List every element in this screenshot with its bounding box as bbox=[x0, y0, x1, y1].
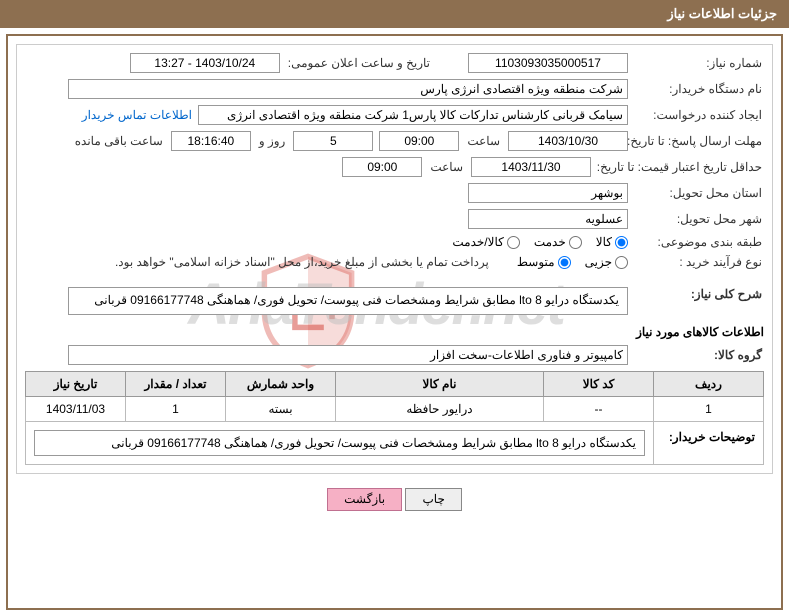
hour-label-1: ساعت bbox=[465, 134, 502, 148]
need-number-value: 1103093035000517 bbox=[468, 53, 628, 73]
radio-both-input[interactable] bbox=[507, 236, 520, 249]
province-label: استان محل تحویل: bbox=[634, 186, 764, 200]
radio-both-label: کالا/خدمت bbox=[452, 235, 503, 249]
contact-buyer-link[interactable]: اطلاعات تماس خریدار bbox=[82, 108, 192, 122]
remaining-label: ساعت باقی مانده bbox=[73, 134, 165, 148]
cell-qty: 1 bbox=[126, 397, 226, 422]
radio-small-label: جزیی bbox=[585, 255, 612, 269]
table-row: 1 -- درایور حافظه بسته 1 1403/11/03 bbox=[26, 397, 764, 422]
min-validity-date: 1403/11/30 bbox=[471, 157, 591, 177]
goods-group-label: گروه کالا: bbox=[634, 348, 764, 362]
city-value: عسلویه bbox=[468, 209, 628, 229]
requester-label: ایجاد کننده درخواست: bbox=[634, 108, 764, 122]
radio-goods[interactable]: کالا bbox=[596, 235, 628, 249]
radio-service-label: خدمت bbox=[534, 235, 566, 249]
buyer-org-label: نام دستگاه خریدار: bbox=[634, 82, 764, 96]
announce-date-value: 1403/10/24 - 13:27 bbox=[130, 53, 280, 73]
purchase-type-group: جزیی متوسط bbox=[517, 255, 628, 269]
page-title: جزئیات اطلاعات نیاز bbox=[667, 6, 777, 21]
radio-medium-label: متوسط bbox=[517, 255, 555, 269]
print-button[interactable]: چاپ bbox=[405, 488, 461, 511]
hour-label-2: ساعت bbox=[428, 160, 465, 174]
form-panel: شماره نیاز: 1103093035000517 تاریخ و ساع… bbox=[16, 44, 773, 474]
goods-group-value: کامپیوتر و فناوری اطلاعات-سخت افزار bbox=[68, 345, 628, 365]
radio-small-input[interactable] bbox=[615, 256, 628, 269]
th-unit: واحد شمارش bbox=[226, 372, 336, 397]
th-date: تاریخ نیاز bbox=[26, 372, 126, 397]
main-panel: AriaTender.net شماره نیاز: 1103093035000… bbox=[6, 34, 783, 610]
buyer-org-value: شرکت منطقه ویژه اقتصادی انرژی پارس bbox=[68, 79, 628, 99]
buyer-note-label: توضیحات خریدار: bbox=[654, 422, 764, 465]
purchase-type-label: نوع فرآیند خرید : bbox=[634, 255, 764, 269]
announce-date-label: تاریخ و ساعت اعلان عمومی: bbox=[286, 56, 432, 70]
radio-service[interactable]: خدمت bbox=[534, 235, 582, 249]
min-validity-hour: 09:00 bbox=[342, 157, 422, 177]
days-remaining: 5 bbox=[293, 131, 373, 151]
cell-name: درایور حافظه bbox=[336, 397, 544, 422]
th-name: نام کالا bbox=[336, 372, 544, 397]
city-label: شهر محل تحویل: bbox=[634, 212, 764, 226]
purchase-note: پرداخت تمام یا بخشی از مبلغ خرید،از محل … bbox=[113, 255, 491, 269]
page-header: جزئیات اطلاعات نیاز bbox=[0, 0, 789, 28]
cell-code: -- bbox=[544, 397, 654, 422]
need-number-label: شماره نیاز: bbox=[634, 56, 764, 70]
cell-date: 1403/11/03 bbox=[26, 397, 126, 422]
radio-service-input[interactable] bbox=[569, 236, 582, 249]
radio-goods-input[interactable] bbox=[615, 236, 628, 249]
general-desc-value: یکدستگاه درایو lto 8 مطابق شرایط ومشخصات… bbox=[68, 287, 628, 315]
general-desc-label: شرح کلی نیاز: bbox=[634, 287, 764, 301]
category-label: طبقه بندی موضوعی: bbox=[634, 235, 764, 249]
radio-small[interactable]: جزیی bbox=[585, 255, 628, 269]
deadline-date: 1403/10/30 bbox=[508, 131, 628, 151]
radio-medium[interactable]: متوسط bbox=[517, 255, 571, 269]
radio-medium-input[interactable] bbox=[558, 256, 571, 269]
radio-goods-label: کالا bbox=[596, 235, 612, 249]
buyer-note-text: یکدستگاه درایو lto 8 مطابق شرایط ومشخصات… bbox=[26, 422, 654, 465]
goods-table: ردیف کد کالا نام کالا واحد شمارش تعداد /… bbox=[25, 371, 764, 465]
requester-value: سیامک قربانی کارشناس تدارکات کالا پارس1 … bbox=[198, 105, 628, 125]
goods-info-title: اطلاعات کالاهای مورد نیاز bbox=[25, 325, 764, 339]
button-row: چاپ بازگشت bbox=[16, 488, 773, 511]
buyer-note-row: توضیحات خریدار: یکدستگاه درایو lto 8 مطا… bbox=[26, 422, 764, 465]
province-value: بوشهر bbox=[468, 183, 628, 203]
min-validity-label: حداقل تاریخ اعتبار قیمت: تا تاریخ: bbox=[597, 160, 764, 174]
back-button[interactable]: بازگشت bbox=[327, 488, 402, 511]
cell-row: 1 bbox=[654, 397, 764, 422]
th-code: کد کالا bbox=[544, 372, 654, 397]
th-qty: تعداد / مقدار bbox=[126, 372, 226, 397]
cell-unit: بسته bbox=[226, 397, 336, 422]
category-radio-group: کالا خدمت کالا/خدمت bbox=[452, 235, 628, 249]
deadline-hour: 09:00 bbox=[379, 131, 459, 151]
days-label: روز و bbox=[257, 134, 288, 148]
time-remaining: 18:16:40 bbox=[171, 131, 251, 151]
th-row: ردیف bbox=[654, 372, 764, 397]
buyer-note-box: یکدستگاه درایو lto 8 مطابق شرایط ومشخصات… bbox=[34, 430, 645, 456]
radio-both[interactable]: کالا/خدمت bbox=[452, 235, 519, 249]
deadline-label: مهلت ارسال پاسخ: تا تاریخ: bbox=[634, 134, 764, 148]
